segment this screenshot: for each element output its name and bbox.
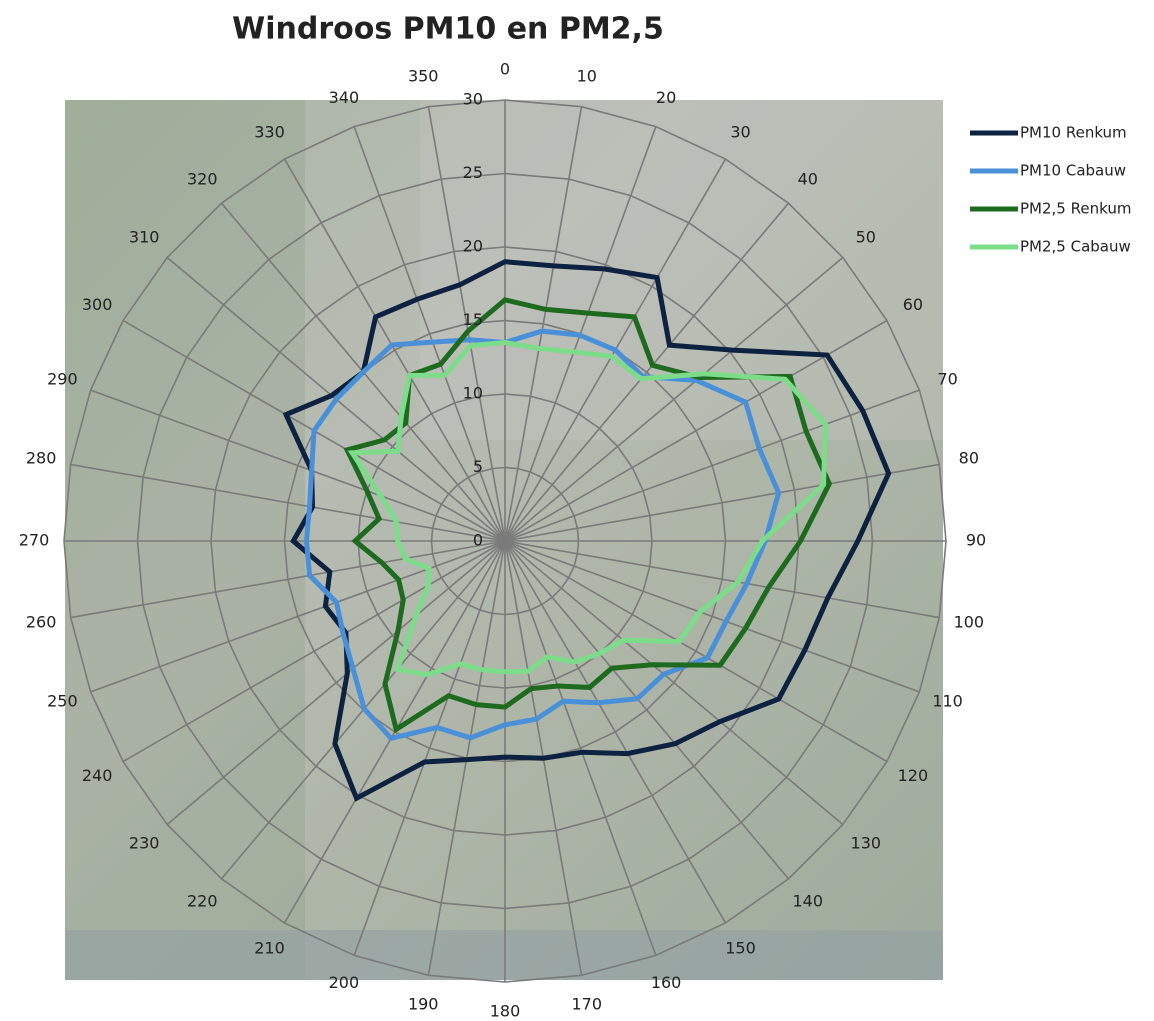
angle-label: 90 [966,531,986,550]
angle-label: 310 [129,228,160,247]
r-tick-label: 20 [463,237,483,256]
angle-label: 100 [954,612,985,631]
angle-label: 330 [254,123,285,142]
angle-label: 60 [903,295,923,314]
angle-label: 270 [19,531,50,550]
angle-label: 250 [47,692,78,711]
r-tick-label: 30 [463,90,483,109]
angle-label: 180 [490,1002,521,1021]
angle-label: 210 [254,938,285,957]
angle-label: 280 [26,449,57,468]
series-line [347,339,829,678]
r-tick-label: 15 [463,310,483,329]
r-tick-label: 5 [473,457,483,476]
angle-label: 220 [187,891,218,910]
angle-label: 340 [329,88,360,107]
legend-label: PM2,5 Renkum [1020,200,1131,218]
angle-label: 20 [656,88,676,107]
angle-label: 290 [47,369,78,388]
legend: PM10 Renkum PM10 Cabauw PM2,5 Renkum PM2,5 … [970,124,1131,256]
angle-label: 190 [408,994,439,1013]
background-field [65,100,305,980]
angle-label: 320 [187,170,218,189]
plot [282,259,892,802]
r-tick-label: 10 [463,384,483,403]
series-line [343,297,833,734]
r-tick-label: 25 [463,163,483,182]
angle-label: 260 [26,612,57,631]
angle-label: 10 [577,67,597,86]
grid-ring [63,99,947,983]
angle-label: 70 [937,369,957,388]
angle-label: 30 [730,123,750,142]
angle-label: 110 [932,692,963,711]
background-river [65,930,943,980]
angle-label: 350 [408,67,439,86]
angle-label: 80 [959,449,979,468]
angle-label: 40 [798,170,818,189]
angle-label: 0 [500,60,510,79]
chart-title: Windroos PM10 en PM2,5 [232,12,664,47]
series-line [303,328,782,742]
legend-label: PM2,5 Cabauw [1020,238,1131,256]
angle-label: 300 [82,295,113,314]
grid-ring [210,246,800,836]
legend-label: PM10 Cabauw [1020,162,1126,180]
grid-ring [357,393,653,689]
angle-label: 130 [851,833,882,852]
angle-label: 50 [856,228,876,247]
angle-label: 150 [725,938,756,957]
background-town [420,100,943,440]
angle-label: 230 [129,833,160,852]
angle-label: 200 [329,973,360,992]
grid-ring [430,466,580,616]
angle-label: 160 [651,973,682,992]
labels: 0 102030405060708090100110120130140150160… [19,60,986,1021]
r-tick-label: 0 [473,531,483,550]
legend-label: PM10 Renkum [1020,124,1127,142]
angle-label: 240 [82,766,113,785]
angle-label: 120 [898,766,929,785]
angle-label: 140 [792,891,823,910]
angle-label: 170 [572,994,603,1013]
series-line [282,259,892,802]
